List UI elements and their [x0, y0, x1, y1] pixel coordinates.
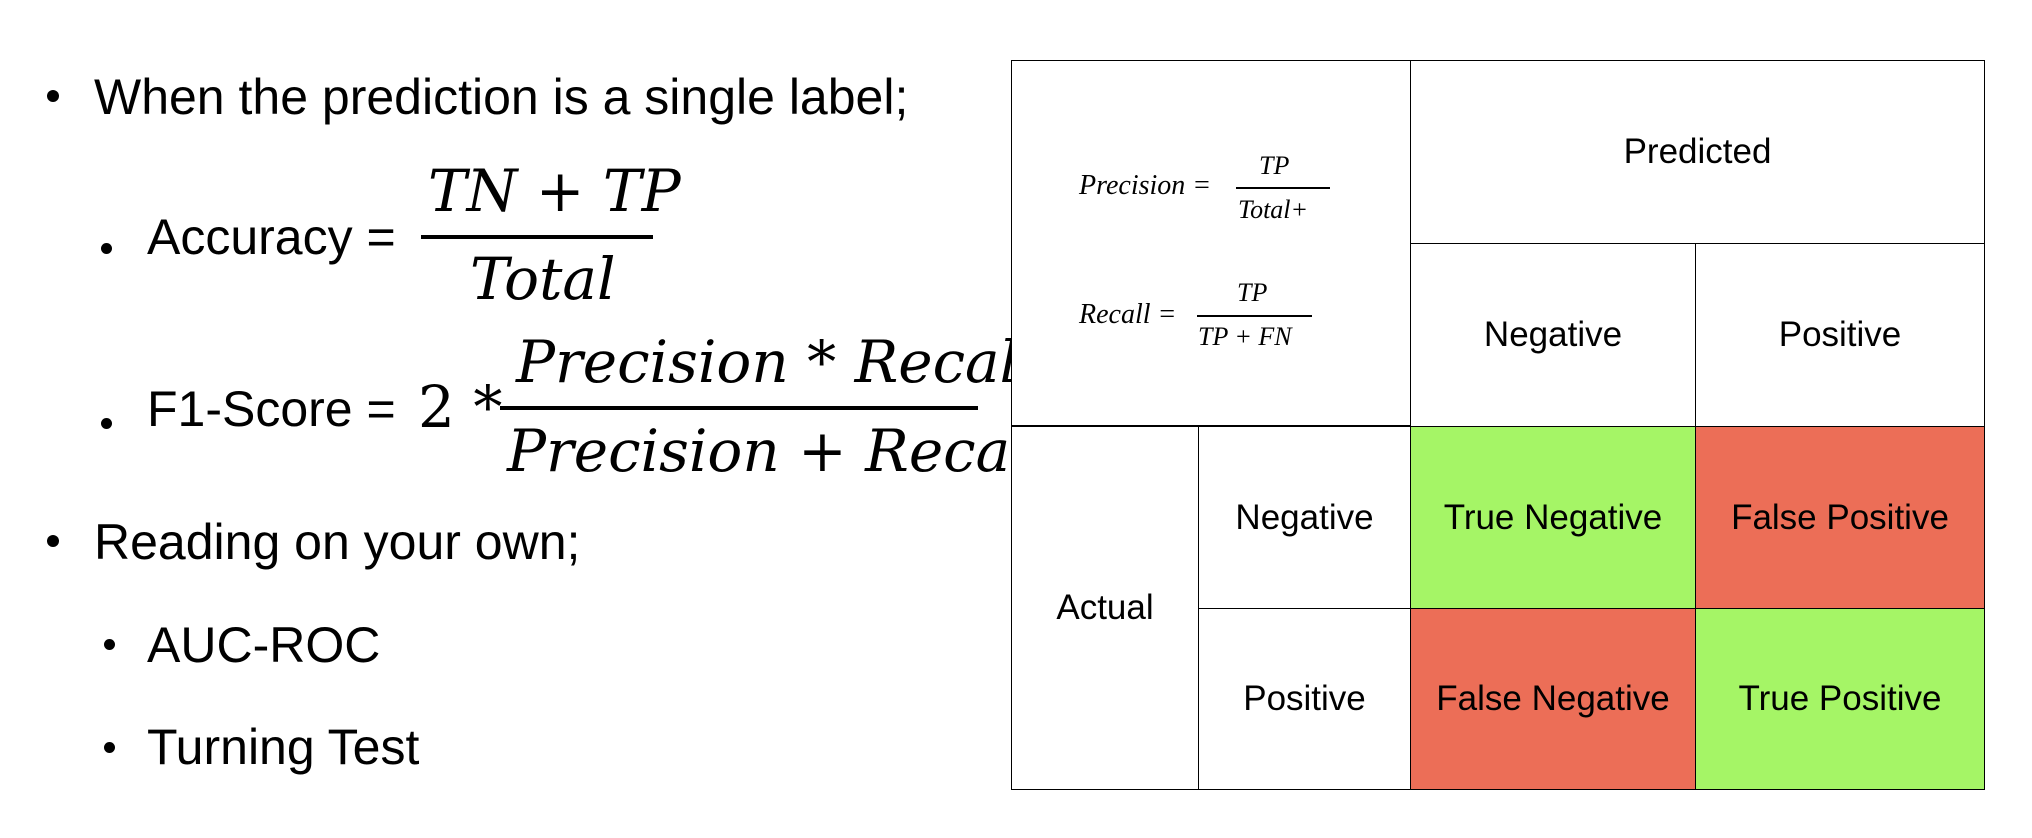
f1-label: F1-Score = [147, 381, 396, 437]
bullet-dot [47, 535, 59, 547]
predicted-negative-header: Negative [1410, 243, 1696, 427]
bullet-dot [101, 418, 112, 429]
bullet-dot [104, 742, 115, 753]
true-positive-cell: True Positive [1695, 608, 1985, 790]
bullet-dot [104, 639, 115, 650]
accuracy-denominator: Total [470, 245, 616, 313]
false-negative-cell: False Negative [1410, 608, 1696, 790]
sub-item-auc-roc: AUC-ROC [147, 617, 381, 673]
predicted-header: Predicted [1410, 60, 1985, 244]
bullet-dot [47, 90, 59, 102]
sub-item-turning-test: Turning Test [147, 719, 420, 775]
bullet-reading: Reading on your own; [94, 514, 581, 570]
actual-negative-header: Negative [1198, 426, 1411, 609]
actual-header: Actual [1011, 426, 1199, 790]
f1-fraction-bar [500, 406, 978, 410]
accuracy-fraction-bar [421, 235, 653, 239]
accuracy-label: Accuracy = [147, 209, 396, 265]
bullet-dot [101, 243, 112, 254]
precision-label: Precision = [1079, 170, 1212, 201]
bullet-single-label: When the prediction is a single label; [94, 69, 909, 125]
precision-numerator: TP [1259, 151, 1290, 180]
f1-denominator: Precision + Recall [507, 417, 1048, 485]
precision-denominator: Total+ [1238, 195, 1309, 224]
actual-positive-header: Positive [1198, 608, 1411, 790]
precision-fraction-bar [1236, 187, 1330, 189]
confusion-matrix: Precision = TP Total+ Recall = TP TP + F… [1011, 60, 1985, 790]
true-negative-cell: True Negative [1410, 426, 1696, 609]
accuracy-numerator: TN + TP [428, 157, 681, 225]
false-positive-cell: False Positive [1695, 426, 1985, 609]
formula-cell [1011, 60, 1411, 426]
f1-numerator: Precision * Recall [516, 328, 1037, 396]
predicted-positive-header: Positive [1695, 243, 1985, 427]
recall-fraction-bar [1197, 315, 1312, 317]
recall-numerator: TP [1237, 278, 1268, 307]
recall-label: Recall = [1079, 299, 1177, 330]
f1-coefficient: 2 * [418, 373, 503, 441]
recall-denominator: TP + FN [1198, 322, 1292, 351]
